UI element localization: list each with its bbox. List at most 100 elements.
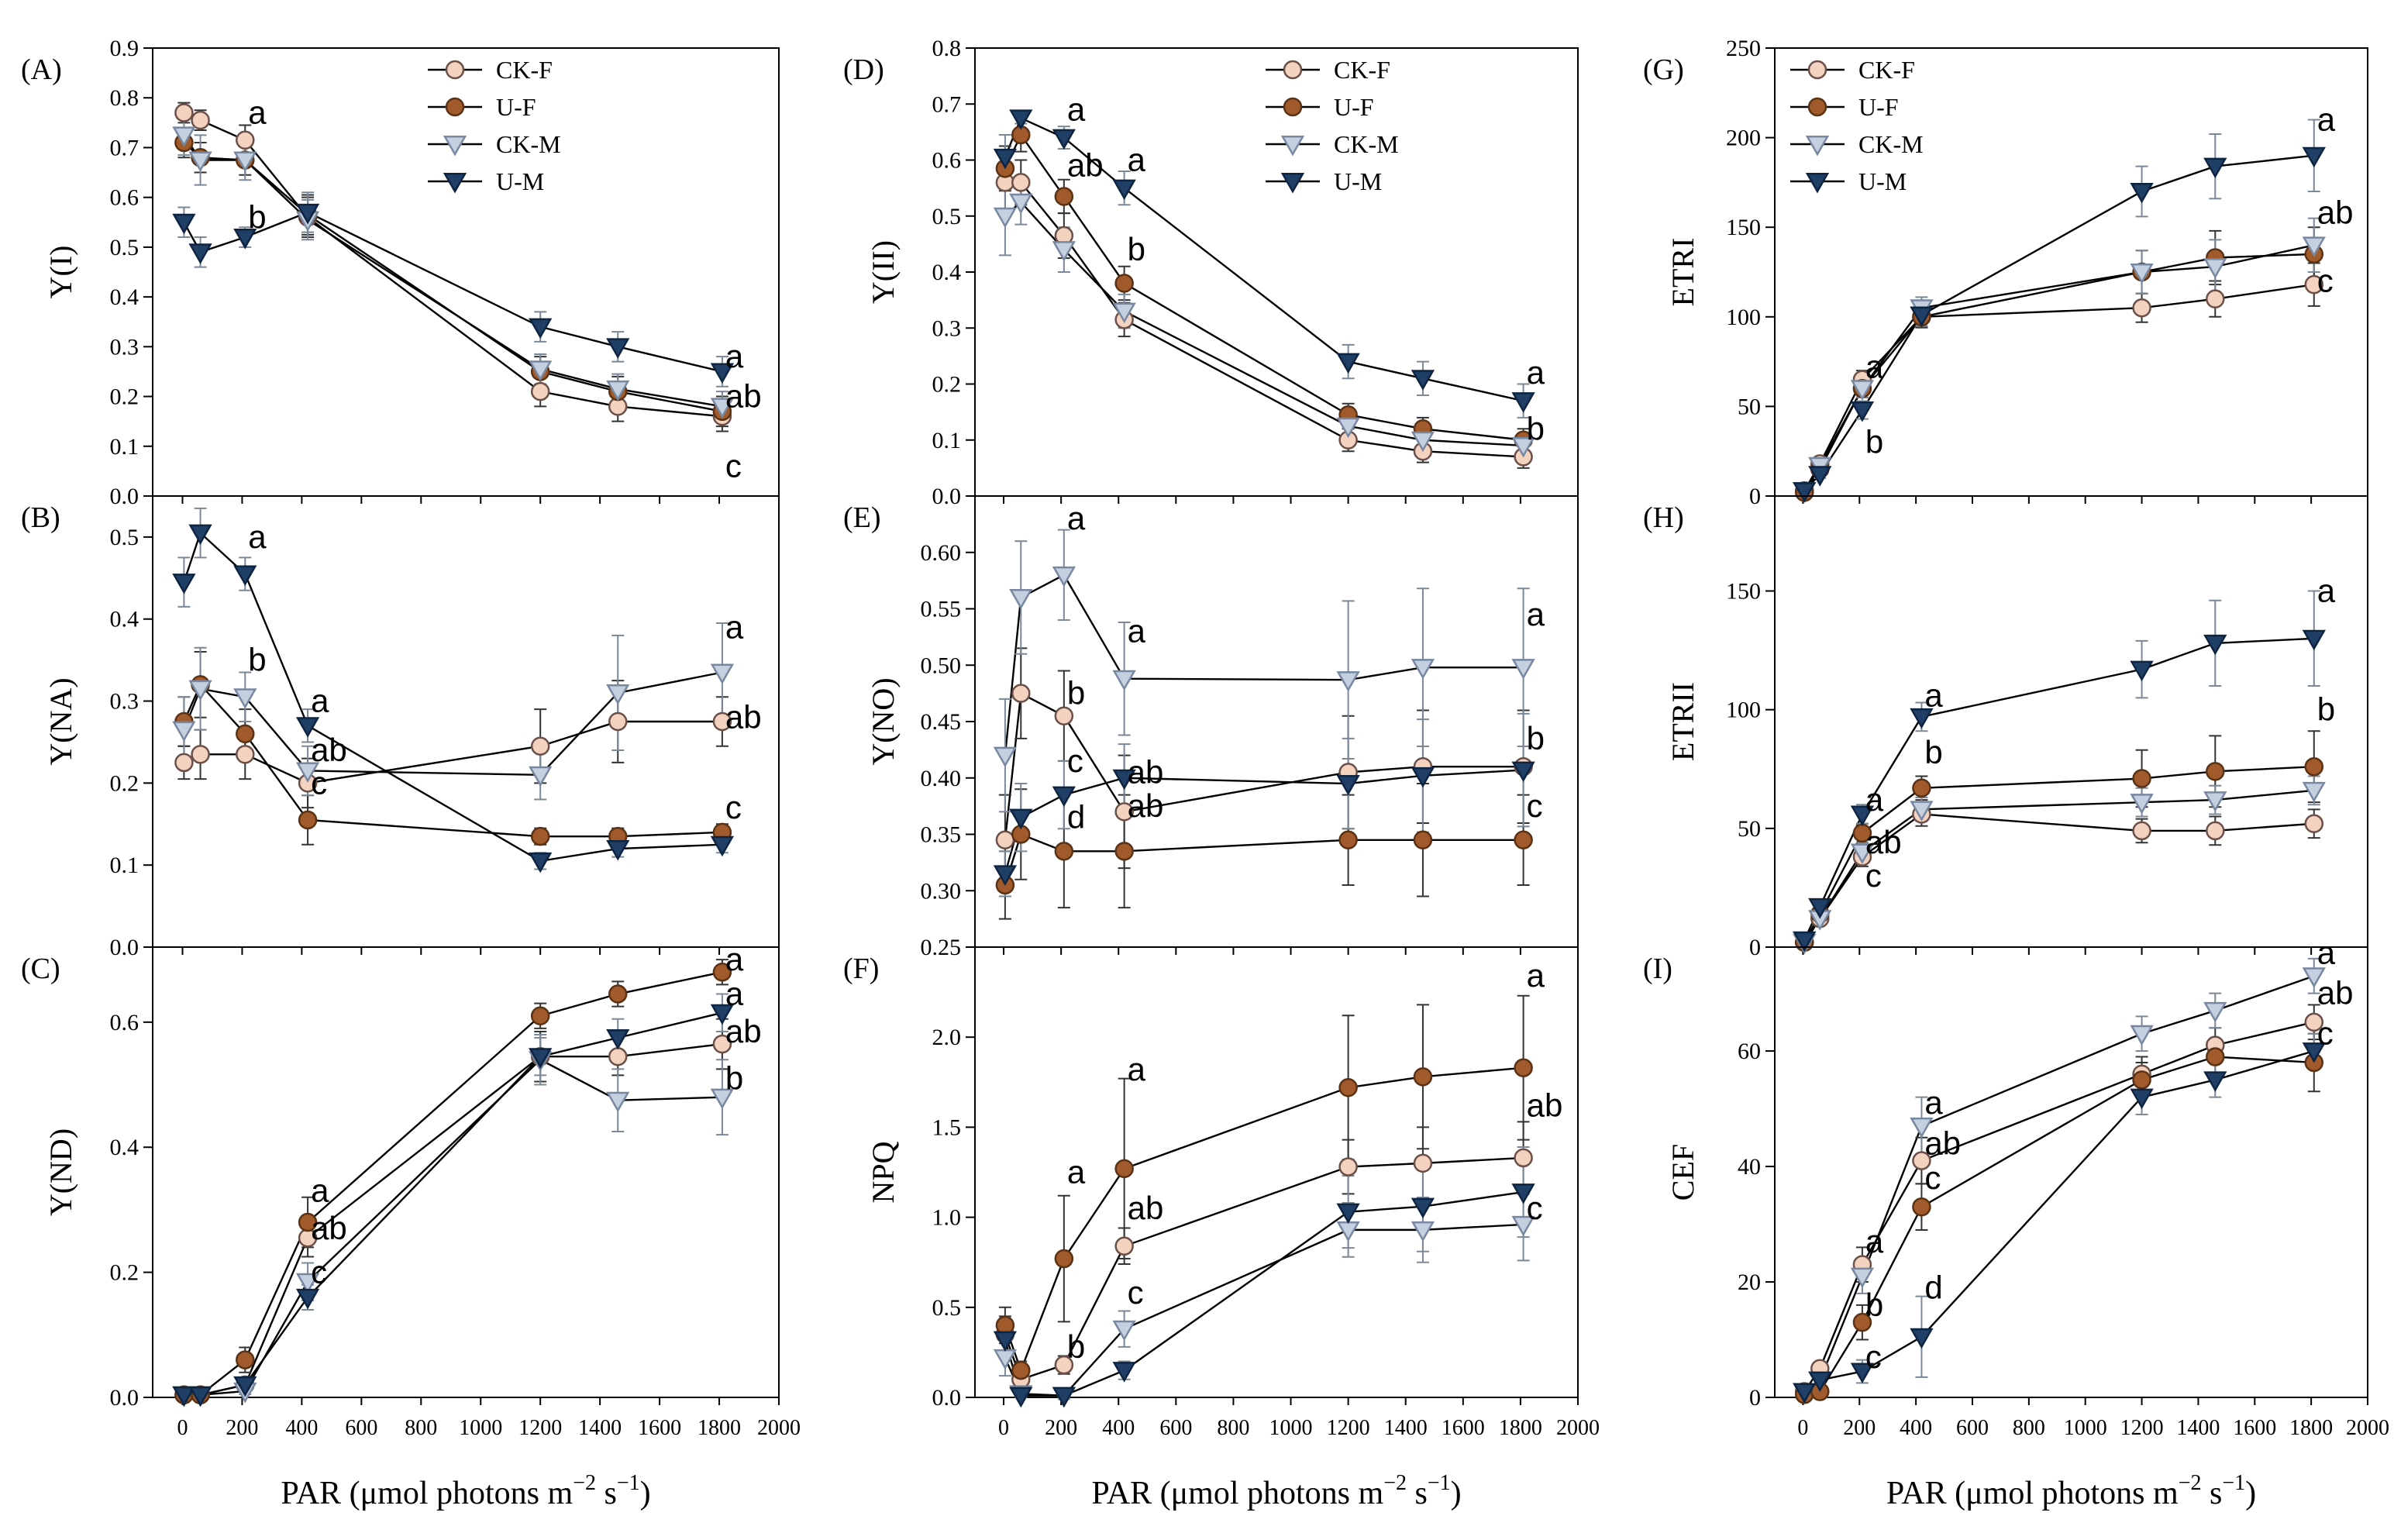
data-point-u-m (1411, 370, 1435, 391)
data-point-u-m (2302, 629, 2326, 651)
significance-letter: a (1865, 349, 1884, 385)
data-point-ck-m (710, 398, 735, 419)
data-point-u-m (2302, 1042, 2326, 1063)
y-tick-label: 0.5 (110, 235, 140, 260)
x-tick-label: 600 (1956, 1416, 1989, 1440)
data-point-u-m (1336, 1203, 1360, 1225)
y-tick-label: 150 (1726, 579, 1761, 605)
legend: CK-F U-F CK-M U-M (1790, 56, 1924, 195)
legend-label: U-M (1334, 167, 1382, 195)
x-tick-label: 400 (285, 1416, 318, 1440)
significance-letter: ab (311, 1210, 347, 1246)
panel-tag: (G) (1643, 53, 1684, 86)
y-tick-label: 0.7 (110, 135, 140, 160)
x-tick-label: 0 (1797, 1416, 1808, 1440)
data-point-u-m (1850, 1363, 1875, 1384)
x-tick-label: 800 (1217, 1416, 1249, 1440)
x-tick-label: 1200 (518, 1416, 562, 1440)
legend: CK-F U-F CK-M U-M (428, 56, 561, 195)
panel-tag: (B) (21, 501, 60, 534)
significance-letter: ab (1128, 787, 1164, 824)
data-point-u-m (233, 565, 257, 587)
data-point-u-m (529, 318, 553, 339)
significance-letter: a (1067, 500, 1086, 536)
significance-letter: ab (1128, 1190, 1164, 1226)
data-point-u-m (993, 1331, 1018, 1352)
y-tick-label: 0.0 (932, 1385, 962, 1411)
y-tick-label: 0.55 (921, 597, 962, 622)
x-tick-label: 600 (345, 1416, 377, 1440)
data-point-ck-m (529, 360, 553, 381)
x-tick-label: 400 (1900, 1416, 1932, 1440)
legend-marker-u-m (443, 173, 467, 194)
y-tick-label: 0.4 (110, 607, 140, 632)
significance-letter: a (311, 1173, 329, 1209)
panel-tag: (A) (21, 53, 62, 86)
legend-marker-u-f (1283, 97, 1303, 117)
data-point-ck-f (191, 745, 210, 764)
data-point-u-f (236, 1350, 255, 1369)
data-point-u-m (2203, 157, 2227, 179)
y-tick-label: 0.45 (921, 709, 962, 735)
x-axis-label: PAR (μmol photons m−2 s−1) (1091, 1471, 1461, 1511)
x-tick-label: 1600 (1442, 1416, 1485, 1440)
y-tick-label: 20 (1738, 1270, 1761, 1295)
significance-letter: a (1067, 1154, 1086, 1190)
data-point-ck-f (1011, 684, 1031, 703)
data-point-ck-m (1850, 843, 1875, 864)
data-point-ck-m (1511, 659, 1535, 680)
significance-letter: a (1865, 781, 1884, 818)
data-point-u-f (1054, 1249, 1074, 1269)
data-point-ck-m (2203, 791, 2227, 812)
x-tick-label: 1200 (1327, 1416, 1370, 1440)
significance-letter: c (1924, 1159, 1941, 1196)
x-tick-label: 200 (226, 1416, 258, 1440)
y-tick-label: 0.0 (110, 484, 140, 509)
legend: CK-F U-F CK-M U-M (1266, 56, 1399, 195)
data-point-u-m (2203, 634, 2227, 656)
y-tick-label: 0.1 (110, 434, 140, 460)
legend-marker-ck-m (1280, 136, 1305, 157)
y-tick-label: 1.5 (932, 1115, 962, 1140)
significance-letter: a (725, 976, 744, 1012)
data-point-u-f (1011, 1360, 1031, 1380)
y-tick-label: 250 (1726, 36, 1761, 61)
legend-label: CK-F (1858, 56, 1915, 84)
significance-letter: c (311, 764, 327, 801)
significance-letter: b (1865, 424, 1883, 460)
data-point-u-m (1910, 708, 1934, 729)
y-tick-label: 0.60 (921, 540, 962, 566)
y-tick-label: 50 (1738, 394, 1761, 419)
data-point-ck-f (1011, 173, 1031, 192)
significance-letter: ab (725, 699, 762, 736)
data-point-ck-f (1114, 1236, 1134, 1256)
data-point-ck-m (710, 1088, 735, 1110)
y-axis-label: CEF (1665, 1144, 1700, 1201)
data-point-u-m (1793, 482, 1817, 503)
data-point-u-f (1413, 1067, 1433, 1087)
y-tick-label: 0.4 (932, 260, 962, 285)
legend-marker-u-m (1280, 173, 1305, 194)
series-line-ck-m (184, 1058, 722, 1396)
data-point-u-m (993, 148, 1018, 170)
y-tick-label: 0.2 (110, 384, 140, 410)
data-point-u-f (1514, 1058, 1533, 1077)
data-point-ck-m (233, 688, 257, 709)
data-point-u-m (1336, 775, 1360, 796)
significance-letter: a (725, 941, 744, 977)
y-tick-label: 0.25 (921, 935, 962, 960)
significance-letter: a (2317, 101, 2336, 137)
data-point-ck-m (295, 762, 320, 784)
significance-letter: ab (311, 732, 347, 768)
significance-letter: ab (1527, 1087, 1563, 1124)
y-tick-label: 0.7 (932, 91, 962, 117)
data-point-u-m (2130, 182, 2154, 204)
significance-letter: d (1924, 1269, 1942, 1305)
data-point-ck-m (993, 207, 1018, 229)
significance-letter: c (1128, 1274, 1144, 1311)
significance-letter: ab (1865, 824, 1902, 860)
data-point-u-m (1411, 767, 1435, 788)
significance-letter: c (1067, 742, 1083, 779)
